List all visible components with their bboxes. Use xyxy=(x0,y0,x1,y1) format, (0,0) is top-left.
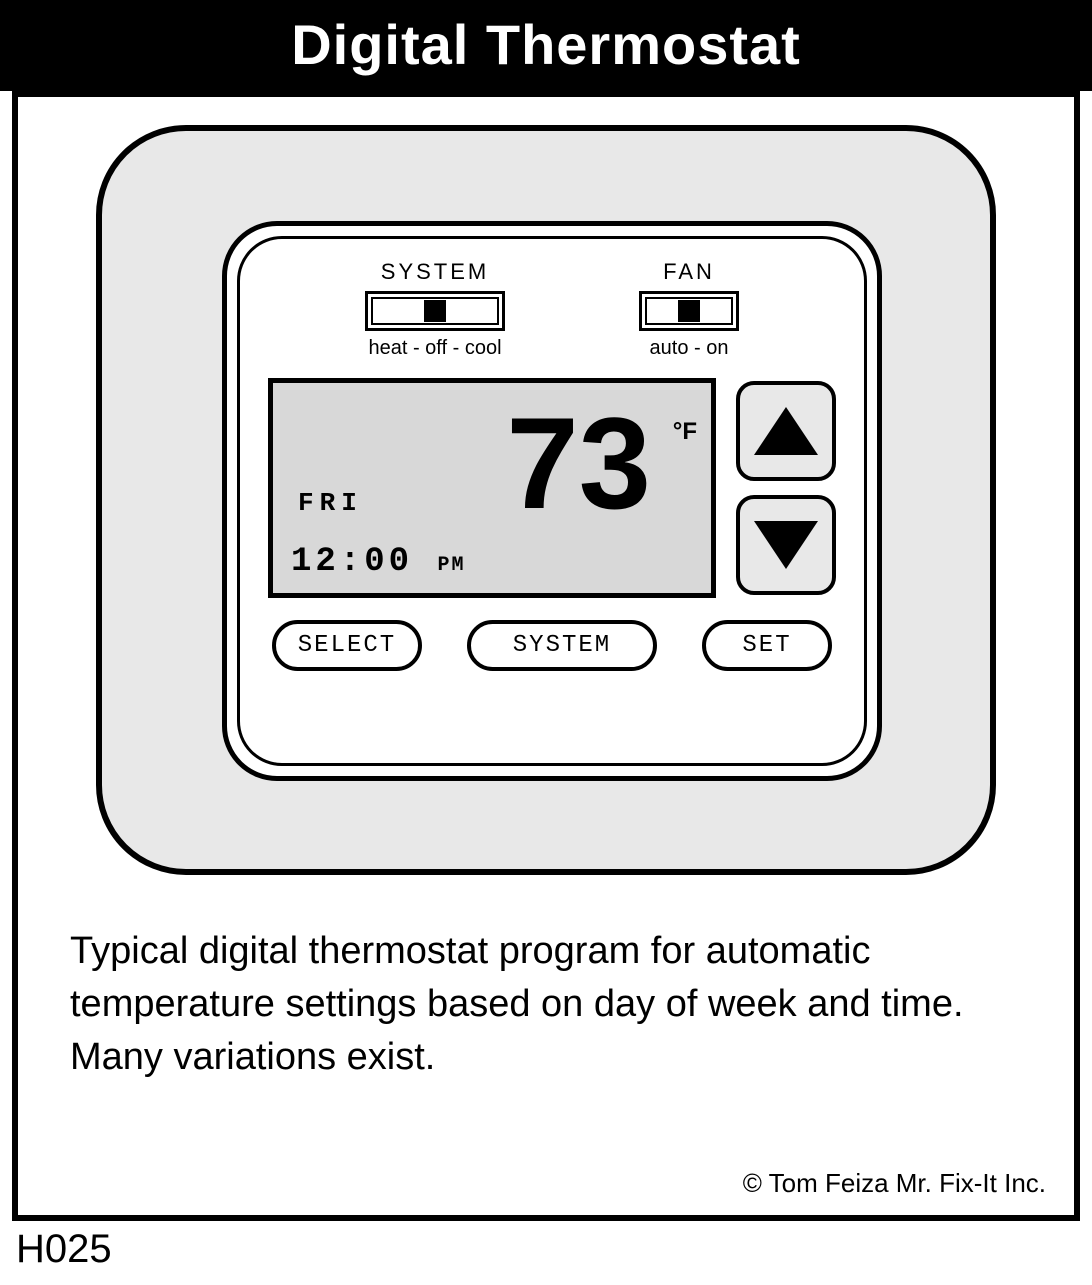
system-switch-options: heat - off - cool xyxy=(365,337,505,360)
thermostat-face: SYSTEM heat - off - cool FAN xyxy=(237,236,867,766)
lcd-day: FRI xyxy=(298,488,363,518)
fan-switch-options: auto - on xyxy=(639,337,739,360)
temp-up-button[interactable] xyxy=(736,381,836,481)
main-frame: SYSTEM heat - off - cool FAN xyxy=(12,91,1080,1221)
temp-down-button[interactable] xyxy=(736,495,836,595)
arrow-down-icon xyxy=(754,521,818,569)
fan-switch-group: FAN auto - on xyxy=(639,259,739,360)
lcd-ampm: PM xyxy=(437,554,465,577)
lcd-screen: FRI 12:00 PM 73 °F xyxy=(268,378,716,598)
system-button[interactable]: SYSTEM xyxy=(467,620,657,671)
set-button[interactable]: SET xyxy=(702,620,832,671)
arrow-up-icon xyxy=(754,407,818,455)
fan-switch-knob xyxy=(678,300,700,322)
system-switch-label: SYSTEM xyxy=(365,259,505,285)
fan-switch[interactable] xyxy=(639,291,739,331)
lcd-unit: °F xyxy=(673,418,697,446)
lcd-temperature: 73 xyxy=(506,398,651,528)
fan-switch-label: FAN xyxy=(639,259,739,285)
header-title: Digital Thermostat xyxy=(0,0,1092,91)
buttons-row: SELECT SYSTEM SET xyxy=(268,620,836,671)
lcd-time-value: 12:00 xyxy=(291,543,413,581)
thermostat-bezel: SYSTEM heat - off - cool FAN xyxy=(96,125,996,875)
figure-id: H025 xyxy=(0,1221,1092,1272)
page: Digital Thermostat SYSTEM heat - off - c… xyxy=(0,0,1092,1285)
arrow-buttons xyxy=(736,378,836,598)
credit-text: © Tom Feiza Mr. Fix-It Inc. xyxy=(743,1168,1046,1199)
switches-row: SYSTEM heat - off - cool FAN xyxy=(268,259,836,360)
system-switch-group: SYSTEM heat - off - cool xyxy=(365,259,505,360)
system-switch-knob xyxy=(424,300,446,322)
caption-text: Typical digital thermostat program for a… xyxy=(40,925,1052,1085)
select-button[interactable]: SELECT xyxy=(272,620,422,671)
display-row: FRI 12:00 PM 73 °F xyxy=(268,378,836,598)
lcd-time: 12:00 PM xyxy=(291,543,465,581)
thermostat-face-ring: SYSTEM heat - off - cool FAN xyxy=(222,221,882,781)
system-switch[interactable] xyxy=(365,291,505,331)
